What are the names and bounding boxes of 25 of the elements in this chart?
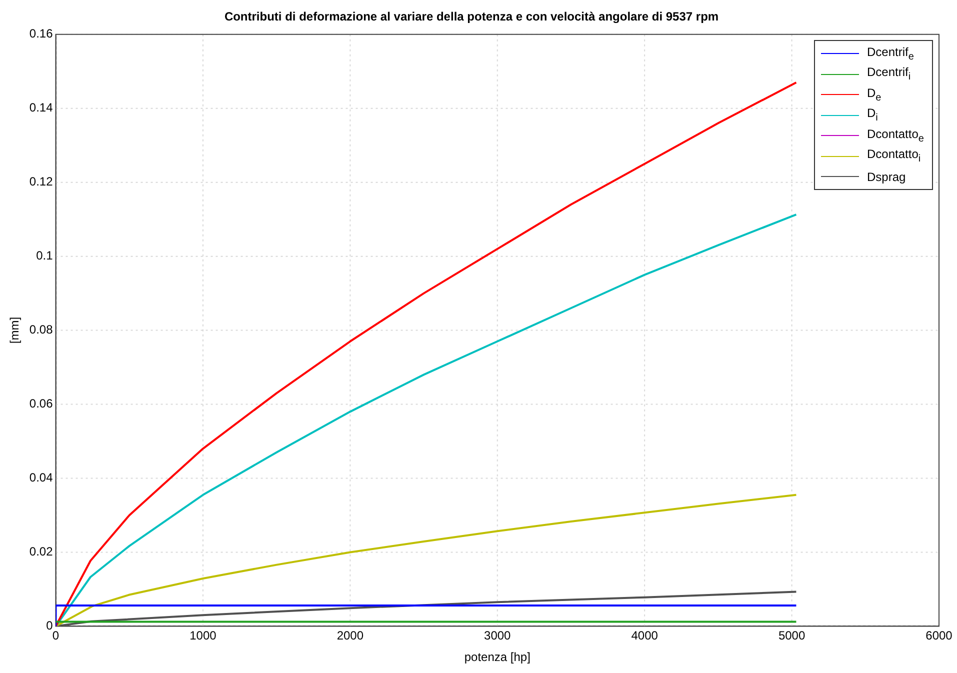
x-tick-label: 2000 — [336, 628, 364, 643]
x-tick-label: 3000 — [484, 628, 512, 643]
y-tick-label: 0.06 — [29, 396, 54, 411]
y-tick-label: 0.08 — [29, 322, 54, 337]
chart-title: Contributi di deformazione al variare della potenza e con velocità angolare di 9537 rpm — [224, 10, 719, 24]
x-tick-label: 5000 — [778, 628, 806, 643]
y-tick-label: 0.02 — [29, 544, 54, 559]
y-axis-title: [mm] — [8, 316, 22, 344]
legend-label: Dcontatto$_{i}$ — [867, 147, 921, 165]
legend-label: Dsprag — [867, 170, 906, 184]
legend-label: Dcontatto$_{e}$ — [867, 126, 924, 144]
legend-label: D$_{i}$ — [867, 106, 878, 124]
legend-label: Dcentrif$_{e}$ — [867, 44, 914, 62]
y-tick-label: 0.14 — [29, 100, 54, 115]
y-tick-label: 0.12 — [29, 174, 54, 189]
legend-label: Dcentrif$_{i}$ — [867, 65, 911, 83]
x-tick-label: 4000 — [631, 628, 658, 643]
y-tick-label: 0 — [46, 618, 54, 633]
x-tick-label: 6000 — [926, 628, 953, 643]
y-tick-label: 0.04 — [29, 470, 54, 485]
y-tick-label: 0.16 — [29, 26, 54, 41]
x-axis-title: potenza [hp] — [464, 650, 530, 664]
y-tick-label: 0.1 — [36, 248, 54, 263]
legend-label: D$_{e}$ — [867, 86, 882, 104]
x-tick-label: 1000 — [190, 628, 217, 643]
